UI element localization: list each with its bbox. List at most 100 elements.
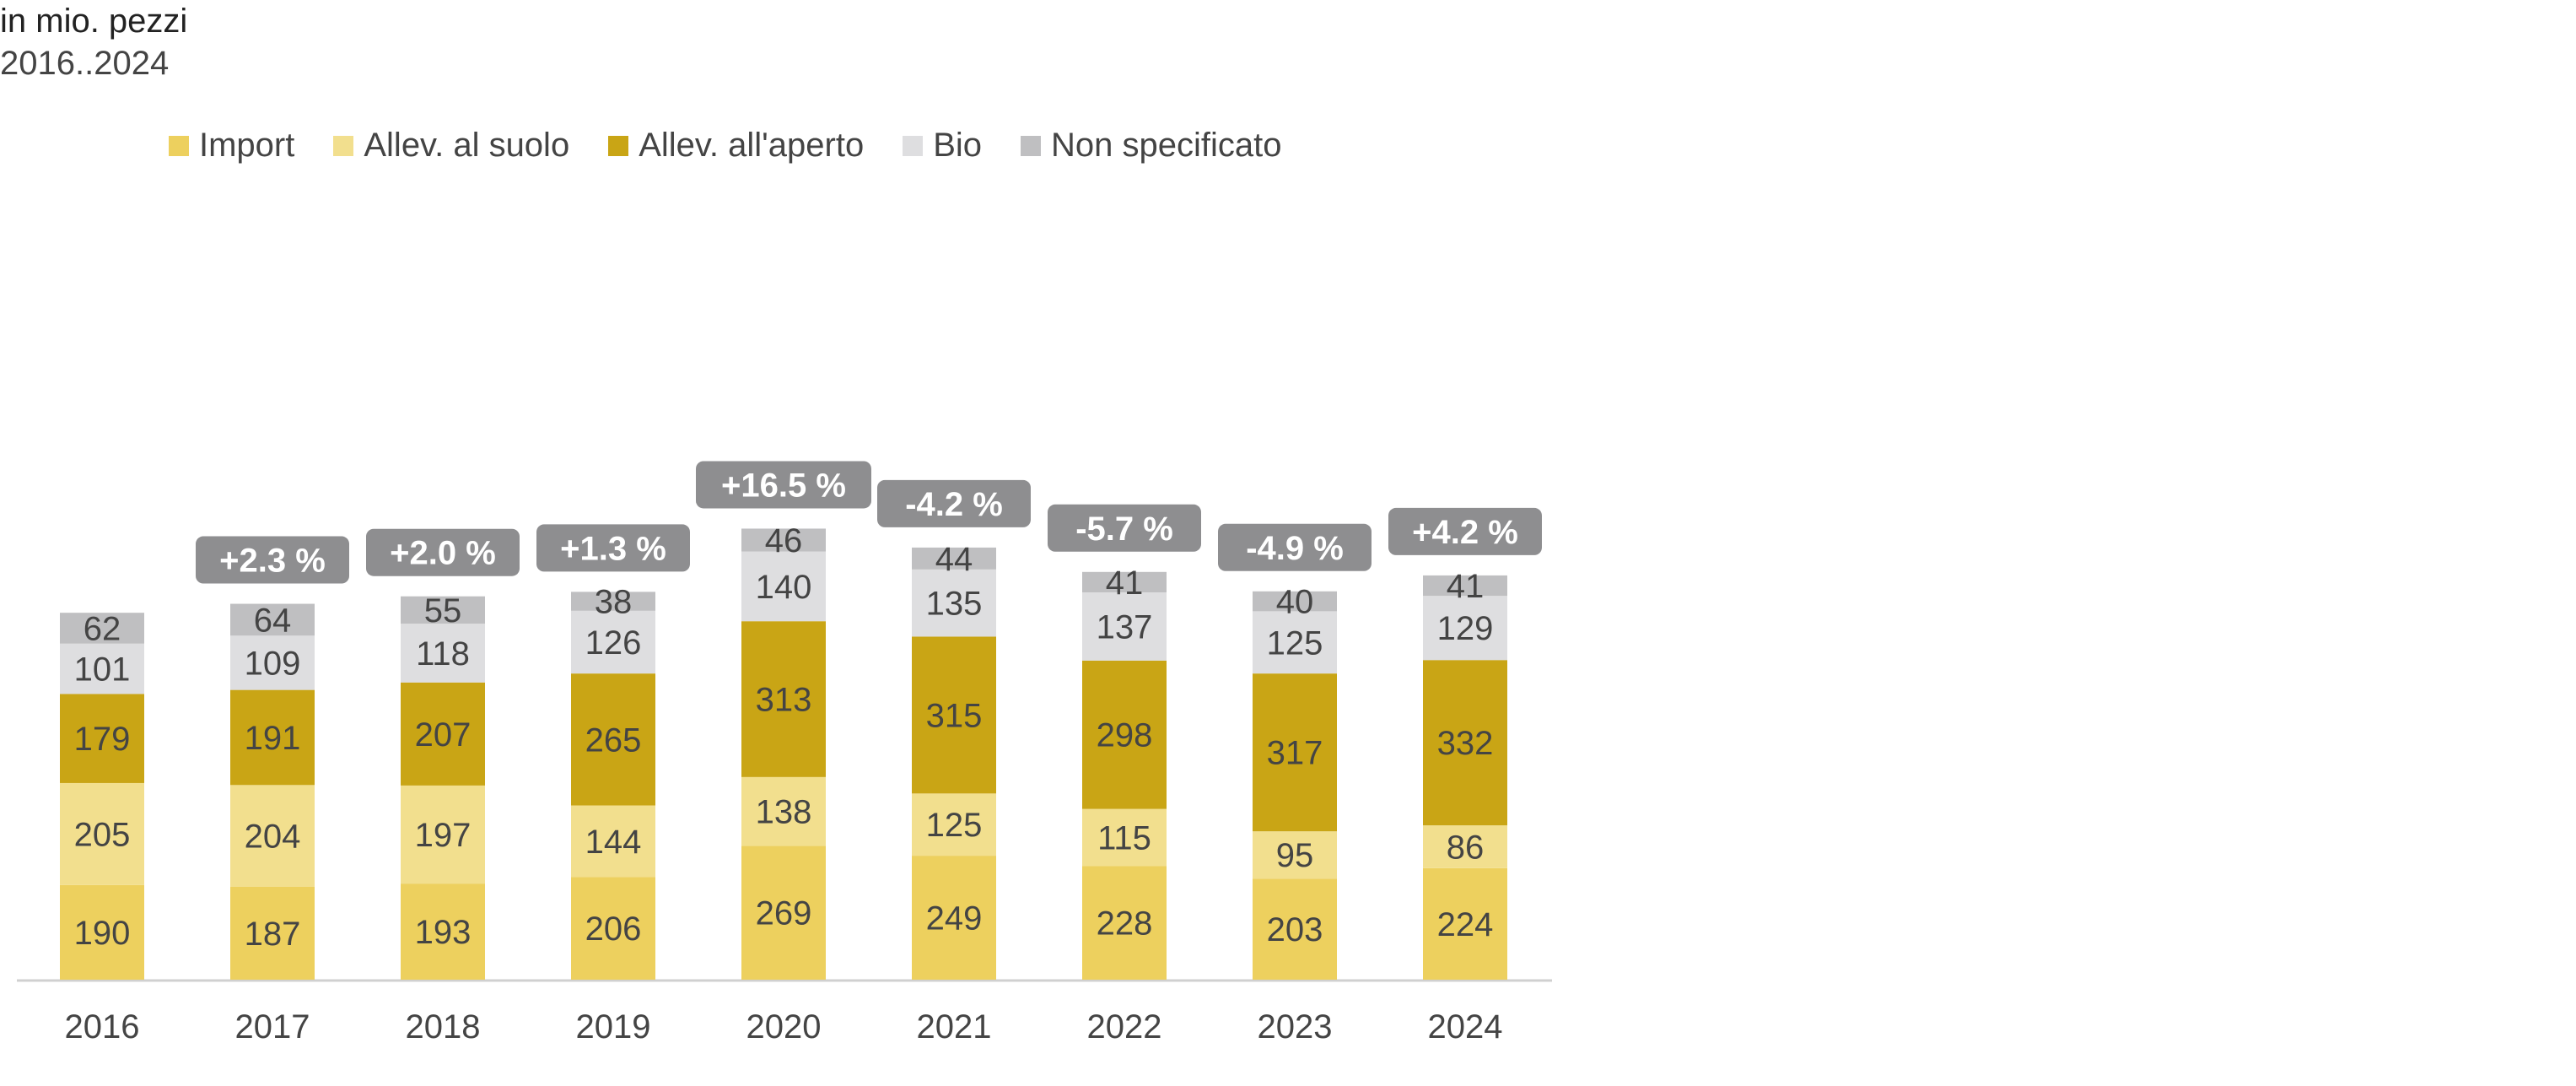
bar-segment [230,785,315,887]
data-label: 179 [74,721,131,758]
data-label: 126 [585,624,642,662]
data-label: 206 [585,910,642,948]
change-badge [196,536,349,584]
data-label: 137 [1097,608,1153,646]
data-label: 62 [84,610,121,647]
data-label: 205 [74,816,131,853]
x-tick-label: 2017 [235,1008,310,1045]
legend-swatch [333,135,354,156]
data-label: 203 [1267,911,1323,948]
change-badge [877,479,1031,527]
data-label: 224 [1437,906,1494,943]
legend-swatch [903,135,924,156]
bar-segment [912,547,996,570]
chart-title: in mio. pezzi [0,3,188,40]
change-label: +16.5 % [721,467,846,504]
bar-segment [912,569,996,637]
x-tick-label: 2021 [917,1008,992,1045]
legend-swatch [169,135,189,156]
data-label: 191 [245,720,301,757]
legend-label: Import [199,127,295,164]
data-label: 298 [1097,717,1153,754]
bar-segment [571,592,655,611]
data-label: 317 [1267,735,1323,772]
bar-segment [1253,591,1337,612]
data-label: 138 [756,794,812,831]
data-label: 193 [415,914,472,951]
bar-segment [60,884,144,980]
change-badge [696,461,871,509]
bar-segment [741,776,826,846]
data-label: 265 [585,721,642,759]
data-label: 190 [74,915,131,952]
bar-segment [1253,611,1337,674]
data-label: 55 [424,592,462,629]
bar-segment [1082,571,1167,592]
x-tick-label: 2020 [746,1008,822,1045]
bar-segment [401,682,485,786]
data-label: 118 [416,635,470,673]
change-badge [366,528,520,576]
data-label: 204 [245,818,301,855]
bar-segment [1253,831,1337,879]
bar-segment [1082,866,1167,980]
bar-segment [741,528,826,552]
bar-segment [401,596,485,624]
bar-segment [60,694,144,783]
legend-item: Bio [903,127,982,165]
data-label: 64 [254,602,292,639]
bar-segment [571,877,655,980]
data-label: 129 [1437,610,1494,647]
x-tick-label: 2016 [65,1008,140,1045]
data-label: 101 [74,651,131,689]
bar-segment [1423,867,1507,980]
data-label: 249 [926,900,983,937]
x-tick-label: 2018 [406,1008,481,1045]
data-label: 144 [585,824,642,861]
bar-segment [230,635,315,690]
chart-legend: Import Allev. al suolo Allev. all'aperto Bi… [169,127,1321,165]
data-label: 187 [245,916,301,953]
data-label: 86 [1447,829,1485,866]
change-label: +2.3 % [219,543,326,580]
data-label: 44 [935,541,973,578]
legend-label: Allev. al suolo [364,127,570,164]
data-label: 109 [245,645,301,682]
bar-segment [1423,596,1507,661]
data-label: 315 [926,697,983,734]
data-label: 125 [1267,624,1323,662]
bar-segment [1253,878,1337,980]
bar-segment [60,782,144,885]
chart-subtitle: 2016..2024 [0,45,170,82]
bar-segment [1082,592,1167,661]
bar-segment [1253,673,1337,832]
bar-segment [60,643,144,694]
change-label: -5.7 % [1075,511,1173,548]
legend-swatch [1021,135,1042,156]
data-label: 41 [1447,568,1485,605]
bar-segment [912,793,996,856]
bar-segment [230,689,315,786]
bar-segment [912,856,996,980]
bar-segment [1423,575,1507,597]
data-label: 46 [765,522,803,559]
change-badge [1048,504,1201,552]
data-label: 207 [415,716,472,754]
change-label: -4.9 % [1246,530,1344,567]
data-label: 313 [756,682,812,719]
legend-item: Non specificato [1021,127,1282,165]
data-label: 125 [926,807,983,844]
change-label: +1.3 % [560,530,666,567]
data-label: 41 [1106,565,1144,602]
x-tick-label: 2024 [1428,1008,1503,1045]
legend-item: Import [169,127,294,165]
bar-segment [230,603,315,636]
data-label: 115 [1097,820,1151,857]
bar-segment [571,673,655,806]
change-label: -4.2 % [905,486,1003,523]
data-label: 140 [756,569,812,606]
change-label: +4.2 % [1412,514,1518,551]
bar-segment [60,613,144,644]
bar-segment [401,883,485,980]
